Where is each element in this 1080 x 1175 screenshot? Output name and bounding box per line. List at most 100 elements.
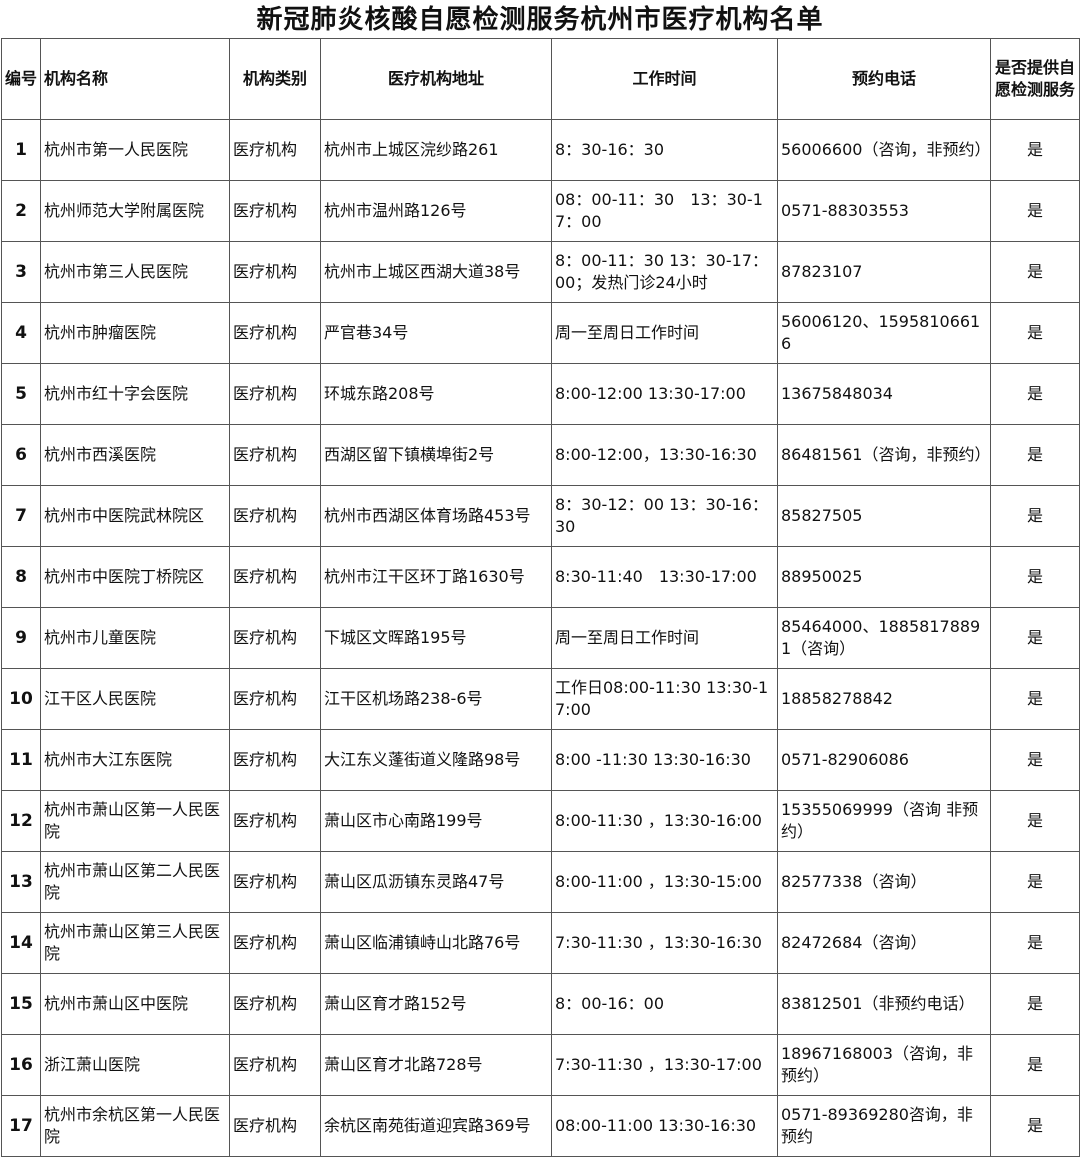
cell-service: 是 <box>990 241 1080 303</box>
cell-service: 是 <box>990 424 1080 486</box>
cell-hours: 8：30-12：00 13：30-16：30 <box>551 485 778 547</box>
cell-hours: 8：30-16：30 <box>551 119 778 181</box>
table-row: 10 江干区人民医院 医疗机构 江干区机场路238-6号 工作日08:00-11:30 … <box>1 668 1080 730</box>
cell-category: 医疗机构 <box>229 668 321 730</box>
cell-category: 医疗机构 <box>229 973 321 1035</box>
cell-address: 杭州市西湖区体育场路453号 <box>320 485 552 547</box>
header-row: 编号 机构名称 机构类别 医疗机构地址 工作时间 预约电话 是否提供自愿检测服务 <box>1 38 1080 120</box>
cell-service: 是 <box>990 912 1080 974</box>
cell-category: 医疗机构 <box>229 1034 321 1096</box>
cell-number: 5 <box>1 363 41 425</box>
cell-category: 医疗机构 <box>229 851 321 913</box>
cell-category: 医疗机构 <box>229 1095 321 1157</box>
cell-hours: 周一至周日工作时间 <box>551 607 778 669</box>
cell-service: 是 <box>990 1034 1080 1096</box>
cell-name: 杭州市儿童医院 <box>40 607 230 669</box>
table-row: 6 杭州市西溪医院 医疗机构 西湖区留下镇横埠街2号 8:00-12:00，13:30-… <box>1 424 1080 486</box>
cell-number: 7 <box>1 485 41 547</box>
cell-number: 3 <box>1 241 41 303</box>
document-title: 新冠肺炎核酸自愿检测服务杭州市医疗机构名单 <box>256 5 824 35</box>
cell-number: 16 <box>1 1034 41 1096</box>
cell-name: 杭州市大江东医院 <box>40 729 230 791</box>
cell-number: 8 <box>1 546 41 608</box>
cell-name: 浙江萧山医院 <box>40 1034 230 1096</box>
cell-service: 是 <box>990 729 1080 791</box>
cell-phone: 56006120、15958106616 <box>777 302 991 364</box>
cell-hours: 8：00-16：00 <box>551 973 778 1035</box>
cell-phone: 0571-89369280咨询，非预约 <box>777 1095 991 1157</box>
table-row: 4 杭州市肿瘤医院 医疗机构 严官巷34号 周一至周日工作时间 56006120、1595… <box>1 302 1080 364</box>
cell-name: 杭州市中医院武林院区 <box>40 485 230 547</box>
header-number: 编号 <box>1 38 41 120</box>
cell-phone: 13675848034 <box>777 363 991 425</box>
cell-category: 医疗机构 <box>229 485 321 547</box>
cell-category: 医疗机构 <box>229 729 321 791</box>
cell-address: 萧山区临浦镇峙山北路76号 <box>320 912 552 974</box>
cell-number: 9 <box>1 607 41 669</box>
cell-hours: 7:30-11:30 ，13:30-17:00 <box>551 1034 778 1096</box>
cell-address: 杭州市上城区浣纱路261 <box>320 119 552 181</box>
table-row: 8 杭州市中医院丁桥院区 医疗机构 杭州市江干区环丁路1630号 8:30-11:40 … <box>1 546 1080 608</box>
header-name: 机构名称 <box>40 38 230 120</box>
cell-number: 11 <box>1 729 41 791</box>
cell-number: 10 <box>1 668 41 730</box>
cell-phone: 18967168003（咨询，非预约） <box>777 1034 991 1096</box>
table-row: 16 浙江萧山医院 医疗机构 萧山区育才北路728号 7:30-11:30 ，13:30… <box>1 1034 1080 1096</box>
cell-service: 是 <box>990 973 1080 1035</box>
table-row: 7 杭州市中医院武林院区 医疗机构 杭州市西湖区体育场路453号 8：30-12：00 … <box>1 485 1080 547</box>
cell-name: 杭州市第三人民医院 <box>40 241 230 303</box>
cell-number: 4 <box>1 302 41 364</box>
cell-service: 是 <box>990 119 1080 181</box>
cell-number: 12 <box>1 790 41 852</box>
cell-number: 6 <box>1 424 41 486</box>
cell-service: 是 <box>990 607 1080 669</box>
header-category: 机构类别 <box>229 38 321 120</box>
cell-service: 是 <box>990 1095 1080 1157</box>
header-service: 是否提供自愿检测服务 <box>990 38 1080 120</box>
header-address: 医疗机构地址 <box>320 38 552 120</box>
cell-phone: 18858278842 <box>777 668 991 730</box>
cell-name: 杭州师范大学附属医院 <box>40 180 230 242</box>
table-row: 2 杭州师范大学附属医院 医疗机构 杭州市温州路126号 08：00-11：30 13：… <box>1 180 1080 242</box>
cell-phone: 0571-88303553 <box>777 180 991 242</box>
cell-service: 是 <box>990 546 1080 608</box>
cell-name: 江干区人民医院 <box>40 668 230 730</box>
cell-address: 杭州市温州路126号 <box>320 180 552 242</box>
table-row: 1 杭州市第一人民医院 医疗机构 杭州市上城区浣纱路261 8：30-16：30 5600… <box>1 119 1080 181</box>
cell-phone: 88950025 <box>777 546 991 608</box>
cell-name: 杭州市第一人民医院 <box>40 119 230 181</box>
table-row: 17 杭州市余杭区第一人民医院 医疗机构 余杭区南苑街道迎宾路369号 08:00-11… <box>1 1095 1080 1157</box>
cell-number: 17 <box>1 1095 41 1157</box>
cell-hours: 8:00-12:00，13:30-16:30 <box>551 424 778 486</box>
cell-category: 医疗机构 <box>229 546 321 608</box>
cell-hours: 8:30-11:40 13:30-17:00 <box>551 546 778 608</box>
cell-phone: 15355069999（咨询 非预约） <box>777 790 991 852</box>
cell-name: 杭州市余杭区第一人民医院 <box>40 1095 230 1157</box>
cell-address: 杭州市江干区环丁路1630号 <box>320 546 552 608</box>
cell-category: 医疗机构 <box>229 424 321 486</box>
cell-phone: 82577338（咨询） <box>777 851 991 913</box>
cell-address: 大江东义蓬街道义隆路98号 <box>320 729 552 791</box>
cell-phone: 56006600（咨询，非预约） <box>777 119 991 181</box>
cell-address: 萧山区育才北路728号 <box>320 1034 552 1096</box>
cell-hours: 08：00-11：30 13：30-17：00 <box>551 180 778 242</box>
table-row: 5 杭州市红十字会医院 医疗机构 环城东路208号 8:00-12:00 13:30-1… <box>1 363 1080 425</box>
cell-hours: 8：00-11：30 13：30-17：00；发热门诊24小时 <box>551 241 778 303</box>
cell-hours: 8:00 -11:30 13:30-16:30 <box>551 729 778 791</box>
cell-phone: 87823107 <box>777 241 991 303</box>
cell-hours: 08:00-11:00 13:30-16:30 <box>551 1095 778 1157</box>
cell-hours: 工作日08:00-11:30 13:30-17:00 <box>551 668 778 730</box>
cell-number: 15 <box>1 973 41 1035</box>
table-row: 9 杭州市儿童医院 医疗机构 下城区文晖路195号 周一至周日工作时间 85464000、… <box>1 607 1080 669</box>
cell-category: 医疗机构 <box>229 302 321 364</box>
cell-phone: 85464000、18858178891（咨询） <box>777 607 991 669</box>
hospital-table: 编号 机构名称 机构类别 医疗机构地址 工作时间 预约电话 是否提供自愿检测服务… <box>1 38 1080 1157</box>
cell-hours: 周一至周日工作时间 <box>551 302 778 364</box>
header-phone: 预约电话 <box>777 38 991 120</box>
cell-category: 医疗机构 <box>229 790 321 852</box>
cell-phone: 86481561（咨询，非预约） <box>777 424 991 486</box>
cell-name: 杭州市萧山区第二人民医院 <box>40 851 230 913</box>
cell-address: 萧山区瓜沥镇东灵路47号 <box>320 851 552 913</box>
table-row: 11 杭州市大江东医院 医疗机构 大江东义蓬街道义隆路98号 8:00 -11:30 1… <box>1 729 1080 791</box>
cell-service: 是 <box>990 302 1080 364</box>
